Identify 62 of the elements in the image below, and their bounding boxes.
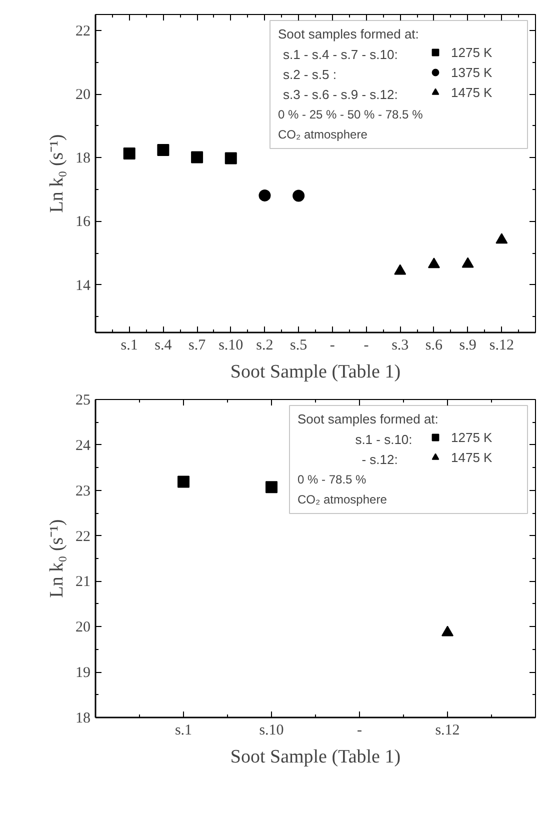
annotation: s.2 - s.5 :	[282, 67, 336, 82]
y-tick-label: 16	[76, 214, 91, 230]
x-tick-label: s.10	[259, 722, 284, 738]
annotation: CO₂ atmosphere	[298, 492, 388, 506]
point	[496, 233, 508, 244]
x-tick-label: -	[330, 338, 335, 354]
x-tick-label: s.6	[425, 338, 444, 354]
y-tick-label: 23	[76, 483, 90, 500]
annotation: CO₂ atmosphere	[278, 128, 368, 142]
point	[178, 476, 190, 488]
y-tick-label: 21	[76, 574, 90, 590]
y-tick-label: 24	[76, 438, 91, 454]
point	[224, 152, 237, 164]
y-tick-label: 18	[76, 710, 90, 726]
legend-label: 1275 K	[451, 428, 494, 446]
x-tick-label: s.1	[174, 722, 192, 738]
y-tick-label: 18	[76, 150, 90, 167]
y-tick-label: 25	[76, 392, 90, 408]
point	[394, 264, 406, 275]
legend-title: Soot samples formed at:	[298, 412, 438, 426]
x-tick-label: s.12	[489, 338, 514, 354]
x-tick-label: s.9	[459, 338, 476, 354]
x-tick-label: -	[357, 722, 362, 738]
y-tick-label: 20	[76, 620, 90, 636]
x-tick-label: s.2	[256, 338, 274, 354]
x-tick-label: s.10	[218, 338, 244, 354]
x-tick-label: s.1	[120, 338, 138, 354]
annotation: s.1 - s.4 - s.7 - s.10:	[282, 47, 398, 62]
x-tick-label: s.4	[154, 338, 172, 354]
x-axis-title: Soot Sample (Table 1)	[230, 362, 401, 382]
point	[258, 189, 271, 202]
point	[266, 481, 278, 494]
point	[292, 190, 305, 202]
point	[462, 257, 474, 268]
x-tick-label: s.5	[290, 338, 308, 354]
annotation: 0 % - 25 % - 50 % - 78.5 %	[278, 108, 424, 122]
legend-label: 1475 K	[451, 84, 494, 102]
y-tick-label: 22	[76, 528, 90, 545]
y-tick-label: 19	[76, 665, 90, 682]
point	[123, 147, 136, 160]
point	[191, 151, 204, 164]
x-axis-title: Soot Sample (Table 1)	[230, 746, 401, 768]
legend-label: 1475 K	[451, 448, 494, 466]
y-axis-title: Ln k₀ (s⁻¹)	[46, 519, 68, 598]
y-tick-label: 20	[76, 87, 90, 103]
legend-label: 1275 K	[451, 44, 494, 62]
y-tick-label: 14	[76, 278, 91, 294]
x-tick-label: s.3	[392, 338, 409, 354]
legend-title: Soot samples formed at:	[278, 26, 419, 42]
y-tick-label: 22	[76, 23, 90, 40]
annotation: - s.12:	[362, 452, 398, 467]
point	[442, 626, 454, 636]
legend-label: 1375 K	[451, 64, 494, 82]
x-tick-label: -	[364, 338, 369, 354]
y-axis-title: Ln k₀ (s⁻¹)	[46, 134, 68, 213]
x-tick-label: s.7	[188, 338, 206, 354]
point	[428, 258, 440, 268]
annotation: s.1 - s.10:	[355, 432, 412, 447]
point	[157, 144, 170, 156]
annotation: 0 % - 78.5 %	[298, 472, 367, 486]
x-tick-label: s.12	[435, 722, 460, 738]
annotation: s.3 - s.6 - s.9 - s.12:	[282, 87, 398, 102]
